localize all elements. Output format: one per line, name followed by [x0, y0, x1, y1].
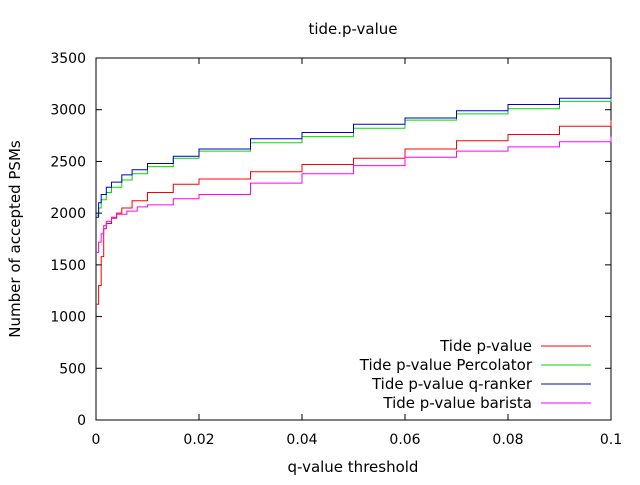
y-tick-label: 2000 [50, 206, 86, 222]
y-tick-label: 0 [77, 413, 86, 429]
x-axis: 0 0.02 0.04 0.06 0.08 0.1 [92, 58, 622, 448]
x-tick-label: 0.1 [600, 432, 622, 448]
x-tick-label: 0 [92, 432, 101, 448]
series-line [96, 92, 612, 216]
chart-title: tide.p-value [308, 20, 397, 38]
legend-label: Tide p-value q-ranker [371, 375, 533, 393]
x-tick-label: 0.02 [183, 432, 214, 448]
y-axis: 0 500 1000 1500 2000 2500 3000 3500 [50, 51, 611, 429]
x-axis-title: q-value threshold [288, 458, 419, 476]
series-line [96, 120, 612, 305]
y-tick-label: 3500 [50, 51, 86, 67]
legend-label: Tide p-value [439, 337, 532, 355]
x-tick-label: 0.06 [389, 432, 420, 448]
series-line [96, 136, 612, 253]
y-tick-label: 1500 [50, 258, 86, 274]
legend-label: Tide p-value barista [382, 394, 532, 412]
series-group [96, 89, 612, 305]
y-tick-label: 3000 [50, 103, 86, 119]
x-tick-label: 0.08 [492, 432, 523, 448]
y-tick-label: 500 [59, 361, 86, 377]
x-tick-label: 0.04 [286, 432, 317, 448]
y-axis-title: Number of accepted PSMs [6, 140, 24, 338]
legend-label: Tide p-value Percolator [359, 356, 533, 374]
plot-area [95, 57, 612, 421]
y-tick-label: 1000 [50, 310, 86, 326]
y-tick-label: 2500 [50, 154, 86, 170]
series-line [96, 89, 612, 218]
